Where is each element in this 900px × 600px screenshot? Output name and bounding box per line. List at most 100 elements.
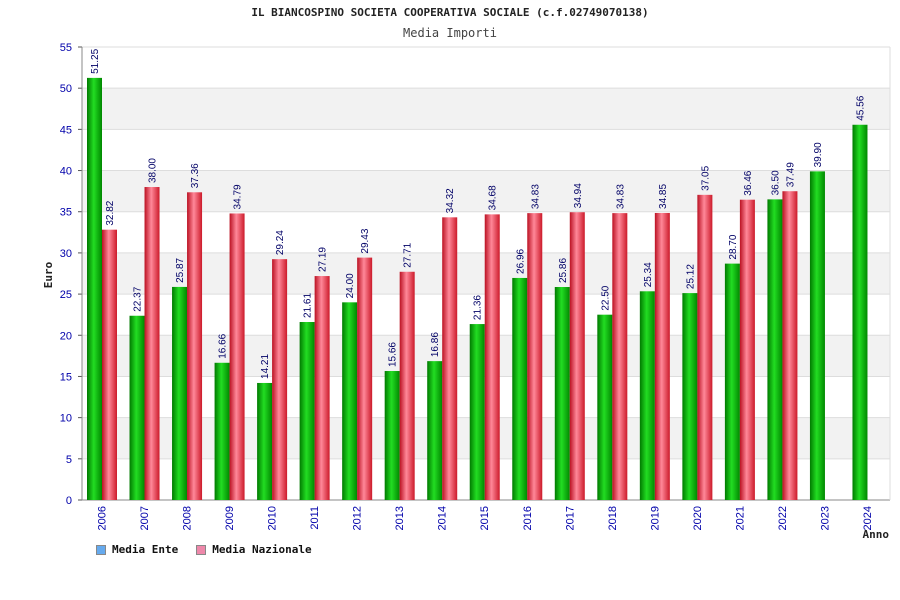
legend-label-media-ente: Media Ente (112, 543, 179, 556)
bar-media-nazionale (697, 194, 713, 501)
bar-media-ente (767, 199, 783, 500)
x-axis-title: Anno (863, 528, 890, 541)
legend-item-media-nazionale: Media Nazionale (196, 543, 312, 556)
data-label: 25.86 (558, 258, 569, 283)
x-tick-label: 2019 (649, 506, 661, 530)
bar-media-ente (384, 371, 400, 500)
bar-media-ente (427, 361, 443, 500)
y-tick-label: 0 (66, 495, 72, 507)
data-label: 16.86 (430, 332, 441, 357)
data-label: 34.83 (530, 184, 541, 209)
x-tick-label: 2010 (267, 506, 279, 530)
bar-media-ente (809, 171, 825, 501)
data-label: 15.66 (388, 342, 399, 367)
y-tick-label: 20 (60, 330, 72, 342)
y-tick-label: 5 (66, 454, 72, 466)
bar-media-nazionale (102, 229, 117, 500)
bar-media-ente (299, 322, 315, 500)
labels-layer: 51.25 32.82 22.37 38.00 25.87 37.36 16.66 34.79… (90, 48, 866, 379)
bar-media-ente (214, 362, 230, 500)
legend-swatch-media-ente (96, 544, 106, 555)
data-label: 37.05 (700, 165, 711, 190)
x-tick-label: 2018 (607, 506, 619, 530)
data-label: 34.85 (658, 183, 669, 208)
data-label: 34.94 (573, 183, 584, 208)
y-tick-label: 45 (60, 124, 72, 136)
data-label: 34.32 (445, 188, 456, 213)
bar-media-nazionale (272, 259, 288, 500)
data-label: 38.00 (148, 158, 159, 183)
x-tick-label: 2011 (309, 506, 321, 530)
x-tick-label: 2016 (522, 506, 534, 530)
grid-band (82, 47, 890, 89)
y-tick-label: 15 (60, 371, 72, 383)
bar-media-ente (172, 286, 188, 500)
data-label: 24.00 (345, 273, 356, 298)
y-tick-label: 25 (60, 289, 72, 301)
data-label: 25.12 (685, 264, 696, 289)
bar-media-ente (257, 382, 273, 500)
x-tick-label: 2021 (734, 506, 746, 530)
bar-media-nazionale (357, 257, 373, 500)
bar-media-ente (682, 293, 698, 500)
data-label: 25.34 (643, 262, 654, 287)
y-tick-label: 55 (60, 42, 72, 54)
chart-title: IL BIANCOSPINO SOCIETA COOPERATIVA SOCIA… (251, 6, 649, 19)
bar-media-nazionale (782, 191, 798, 500)
data-label: 39.90 (813, 142, 824, 167)
y-tick-label: 30 (60, 248, 72, 260)
bar-media-nazionale (527, 213, 543, 501)
x-tick-label: 2012 (352, 506, 364, 530)
x-tick-label: 2015 (479, 506, 491, 530)
data-label: 36.46 (743, 170, 754, 195)
data-label: 37.36 (190, 163, 201, 188)
y-tick-label: 40 (60, 166, 72, 178)
x-tick-label: 2006 (97, 506, 109, 530)
bar-media-nazionale (569, 212, 585, 501)
bars-layer (87, 77, 868, 501)
y-tick-label: 35 (60, 207, 72, 219)
grid-band (82, 170, 890, 212)
chart-subtitle: Media Importi (403, 26, 497, 40)
bar-media-nazionale (612, 213, 628, 501)
bar-media-ente (87, 77, 102, 501)
x-tick-label: 2023 (819, 506, 831, 530)
bar-media-nazionale (187, 192, 203, 500)
x-tick-label: 2014 (437, 506, 449, 530)
bar-media-ente (852, 124, 868, 500)
y-tick-label: 10 (60, 413, 72, 425)
bar-media-nazionale (399, 271, 415, 500)
x-tick-label: 2017 (564, 506, 576, 530)
bar-media-nazionale (484, 214, 500, 500)
data-label: 21.36 (473, 295, 484, 320)
data-label: 36.50 (770, 170, 781, 195)
grid-band (82, 129, 890, 171)
bar-media-nazionale (314, 276, 330, 500)
data-label: 51.25 (90, 48, 101, 73)
y-tick-label: 50 (60, 83, 72, 95)
x-tick-label: 2008 (182, 506, 194, 530)
bar-media-nazionale (654, 212, 670, 501)
data-label: 32.82 (105, 200, 116, 225)
bar-media-nazionale (229, 213, 245, 500)
bar-media-ente (129, 315, 145, 500)
x-tick-label: 2020 (692, 506, 704, 530)
data-label: 34.83 (615, 184, 626, 209)
data-label: 22.50 (600, 285, 611, 310)
bar-media-ente (512, 277, 528, 500)
bar-media-nazionale (739, 199, 755, 500)
data-label: 29.24 (275, 230, 286, 255)
data-label: 21.61 (303, 293, 314, 318)
data-label: 14.21 (260, 353, 271, 378)
x-tick-label: 2013 (394, 506, 406, 530)
y-axis-title: Euro (42, 261, 55, 288)
data-label: 22.37 (133, 286, 144, 311)
bar-media-nazionale (144, 187, 160, 500)
legend-swatch-media-nazionale (196, 544, 207, 555)
grid-band (82, 88, 890, 130)
bar-media-ente (724, 263, 740, 500)
data-label: 45.56 (855, 95, 866, 120)
x-tick-label: 2024 (862, 506, 874, 530)
legend: Media Ente Media Nazionale (96, 543, 312, 556)
